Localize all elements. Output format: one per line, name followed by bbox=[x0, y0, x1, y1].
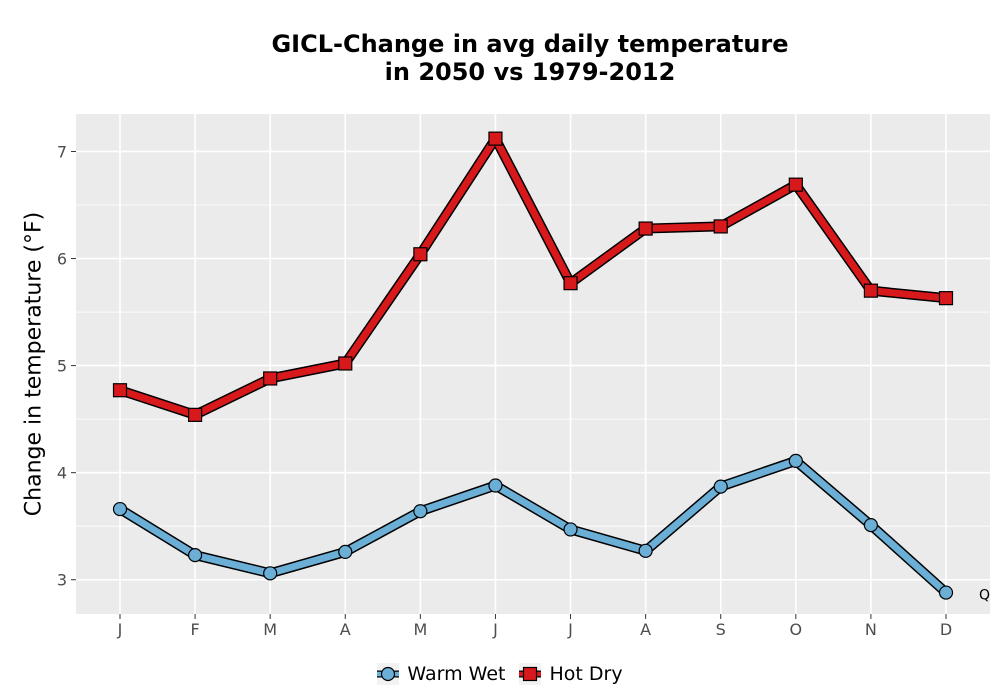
data-point-hot-dry bbox=[338, 356, 353, 371]
data-point-warm-wet bbox=[488, 478, 503, 493]
legend-item-hot-dry: Hot Dry bbox=[519, 663, 623, 685]
y-tick-label: 4 bbox=[57, 464, 67, 483]
series-line-hot-dry bbox=[116, 135, 950, 419]
y-tick-label: 3 bbox=[57, 571, 67, 590]
data-point-warm-wet bbox=[263, 566, 278, 581]
data-point-hot-dry bbox=[187, 407, 203, 422]
x-tick-label: F bbox=[190, 620, 199, 639]
x-tick-label: O bbox=[790, 620, 803, 639]
x-tick-label: A bbox=[640, 620, 651, 639]
x-tick-label: S bbox=[716, 620, 726, 639]
x-tick-label: M bbox=[263, 620, 277, 639]
x-tick-label: M bbox=[413, 620, 427, 639]
data-point-hot-dry bbox=[938, 291, 954, 306]
x-tick-label: J bbox=[117, 620, 123, 639]
data-point-warm-wet bbox=[788, 453, 803, 468]
data-point-warm-wet bbox=[112, 501, 128, 517]
x-tick-label: A bbox=[340, 620, 351, 639]
data-point-warm-wet bbox=[413, 504, 428, 519]
y-tick-label: 5 bbox=[57, 357, 67, 376]
data-point-warm-wet bbox=[713, 479, 728, 494]
chart-title-line-2: in 2050 vs 1979-2012 bbox=[384, 58, 676, 86]
legend-key-warm-wet bbox=[377, 663, 400, 685]
data-point-warm-wet bbox=[863, 518, 879, 533]
series-line-warm-wet bbox=[116, 457, 950, 597]
plot-panel bbox=[76, 114, 990, 614]
data-point-hot-dry bbox=[112, 383, 128, 398]
legend-key-hot-dry bbox=[519, 663, 542, 685]
data-point-warm-wet bbox=[563, 522, 578, 537]
x-tick-label: J bbox=[492, 620, 498, 639]
data-point-hot-dry bbox=[713, 219, 728, 234]
data-point-warm-wet bbox=[187, 548, 203, 563]
legend: Warm Wet Hot Dry bbox=[0, 660, 1000, 688]
data-point-hot-dry bbox=[863, 283, 879, 298]
legend-item-warm-wet: Warm Wet bbox=[377, 663, 505, 685]
data-point-warm-wet bbox=[938, 585, 954, 600]
x-tick-label: D bbox=[940, 620, 952, 639]
data-point-hot-dry bbox=[638, 221, 653, 236]
data-point-warm-wet bbox=[638, 543, 653, 558]
data-point-hot-dry bbox=[263, 371, 278, 386]
data-point-hot-dry bbox=[563, 276, 578, 291]
data-point-hot-dry bbox=[788, 177, 803, 192]
legend-label-warm-wet: Warm Wet bbox=[407, 663, 506, 685]
chart-title-line-1: GICL-Change in avg daily temperature bbox=[271, 30, 789, 58]
x-tick-label: J bbox=[567, 620, 573, 639]
y-tick-label: 6 bbox=[57, 250, 67, 269]
data-point-warm-wet bbox=[338, 544, 353, 560]
legend-label-hot-dry: Hot Dry bbox=[549, 663, 623, 685]
data-point-hot-dry bbox=[488, 131, 503, 146]
annotation-label: Q bbox=[979, 588, 990, 604]
chart-title: GICL-Change in avg daily temperature in … bbox=[0, 30, 1000, 86]
y-tick-label: 7 bbox=[57, 142, 67, 161]
data-point-hot-dry bbox=[413, 247, 428, 262]
x-tick-label: N bbox=[865, 620, 877, 639]
